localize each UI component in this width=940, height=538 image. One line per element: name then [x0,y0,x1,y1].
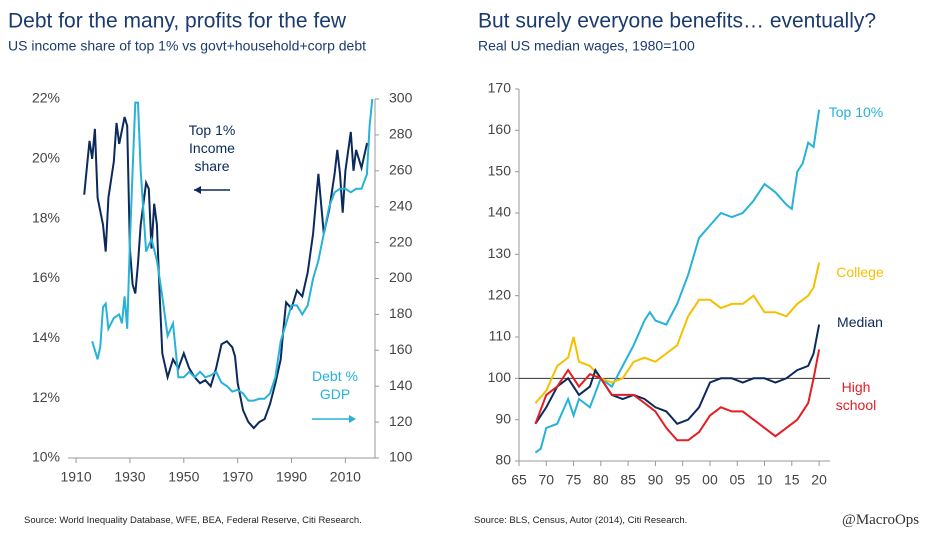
y2-tick-label: 180 [389,305,413,321]
series-line [91,98,374,402]
y2-tick-label: 280 [389,126,413,142]
x-tick-label: 1950 [168,469,199,485]
x-tick-label: 65 [511,472,527,488]
y2-tick-label: 200 [389,269,413,285]
y-tick-label: 160 [488,121,512,137]
series-label: Median [837,314,883,330]
y2-tick-label: 240 [389,197,413,213]
series-label: High school [835,379,877,413]
x-tick-label: 90 [648,472,664,488]
x-tick-label: 00 [702,472,718,488]
y2-tick-label: 300 [389,90,413,106]
x-tick-label: 75 [566,472,582,488]
source: Source: World Inequality Database, WFE, … [24,515,362,526]
x-tick-label: 2010 [330,469,361,485]
y2-tick-label: 140 [389,377,413,393]
chart-title: Debt for the many, profits for the few [8,10,347,33]
y-tick-label: 150 [488,162,512,178]
y-tick-label: 14% [32,329,60,345]
y-tick-label: 22% [32,90,60,106]
y-tick-label: 20% [32,150,60,166]
x-tick-label: 15 [784,472,800,488]
y-tick-label: 170 [488,80,512,96]
y2-tick-label: 260 [389,162,413,178]
chart-subtitle: Real US median wages, 1980=100 [478,38,695,54]
y-tick-label: 100 [488,369,512,385]
series-line [534,109,821,454]
series-line [534,349,821,442]
x-tick-label: 1930 [114,469,145,485]
x-tick-label: 95 [675,472,691,488]
annotation: Debt % GDP [312,368,358,402]
source: Source: BLS, Census, Autor (2014), Citi … [474,515,688,526]
series-label: Top 10% [828,104,884,120]
y-tick-label: 18% [32,209,60,225]
series-line [534,262,821,404]
y2-tick-label: 160 [389,341,413,357]
x-tick-label: 85 [620,472,636,488]
series-label: College [836,264,884,280]
watermark: @MacroOps [842,512,920,528]
y2-tick-label: 120 [389,413,413,429]
y-tick-label: 140 [488,204,512,220]
y-tick-label: 80 [495,452,511,468]
arrow-head [349,415,356,423]
x-tick-label: 1990 [276,469,307,485]
x-tick-label: 80 [593,472,609,488]
y2-tick-label: 220 [389,233,413,249]
y-tick-label: 130 [488,245,512,261]
y-tick-label: 90 [495,410,511,426]
y-tick-label: 16% [32,269,60,285]
y-tick-label: 120 [488,286,512,302]
x-tick-label: 05 [729,472,745,488]
y-tick-label: 10% [32,449,60,465]
annotation: Top 1% Income share [188,122,236,174]
series-line [534,324,821,425]
chart-title: But surely everyone benefits… eventually… [478,10,876,33]
x-tick-label: 10 [757,472,773,488]
x-tick-label: 20 [811,472,827,488]
chart-subtitle: US income share of top 1% vs govt+househ… [8,38,366,54]
x-tick-label: 1910 [61,469,92,485]
x-tick-label: 1970 [222,469,253,485]
arrow-head [194,186,201,194]
y-tick-label: 12% [32,389,60,405]
y-tick-label: 110 [489,328,512,344]
y2-tick-label: 100 [389,449,413,465]
x-tick-label: 70 [538,472,554,488]
